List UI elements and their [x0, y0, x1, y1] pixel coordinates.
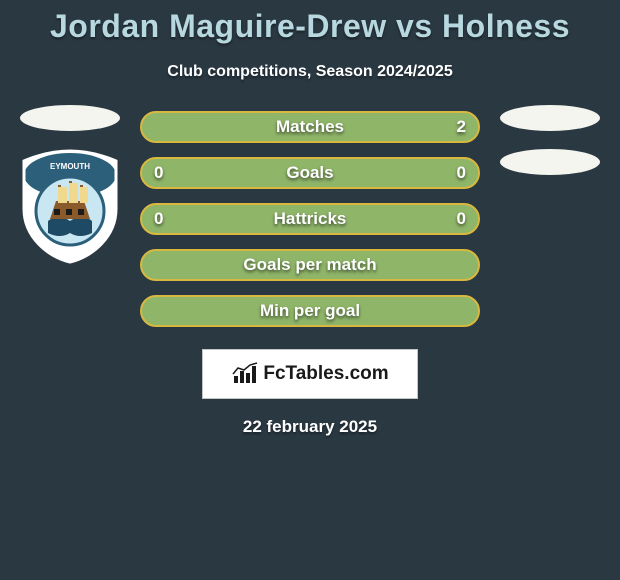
stat-left-value: 0: [154, 163, 163, 183]
stat-label: Goals: [286, 163, 333, 183]
page-subtitle: Club competitions, Season 2024/2025: [0, 63, 620, 81]
page-title: Jordan Maguire-Drew vs Holness: [0, 0, 620, 45]
stat-left-value: 0: [154, 209, 163, 229]
svg-text:EYMOUTH: EYMOUTH: [50, 162, 90, 171]
stat-row-goals-per-match: Goals per match: [140, 249, 480, 281]
stat-label: Matches: [276, 117, 344, 137]
stat-label: Hattricks: [274, 209, 347, 229]
stat-row-min-per-goal: Min per goal: [140, 295, 480, 327]
player-left-badges: EYMOUTH: [10, 105, 130, 264]
stat-row-goals: 0 Goals 0: [140, 157, 480, 189]
brand-text: FcTables.com: [263, 363, 388, 385]
stat-right-value: 0: [457, 209, 466, 229]
player-right-oval-2: [500, 149, 600, 175]
player-left-oval-1: [20, 105, 120, 131]
stat-label: Min per goal: [260, 301, 360, 321]
brand-box: FcTables.com: [202, 349, 418, 399]
comparison-content: EYMOUTH: [0, 111, 620, 437]
chart-icon: [231, 362, 259, 386]
player-right-badges: [490, 105, 610, 175]
stat-label: Goals per match: [243, 255, 376, 275]
stat-right-value: 2: [457, 117, 466, 137]
stat-bars: Matches 2 0 Goals 0 0 Hattricks 0 Goals …: [140, 111, 480, 327]
player-right-oval-1: [500, 105, 600, 131]
stat-row-matches: Matches 2: [140, 111, 480, 143]
stat-row-hattricks: 0 Hattricks 0: [140, 203, 480, 235]
stat-right-value: 0: [457, 163, 466, 183]
snapshot-date: 22 february 2025: [0, 417, 620, 437]
player-left-crest: EYMOUTH: [20, 149, 120, 264]
